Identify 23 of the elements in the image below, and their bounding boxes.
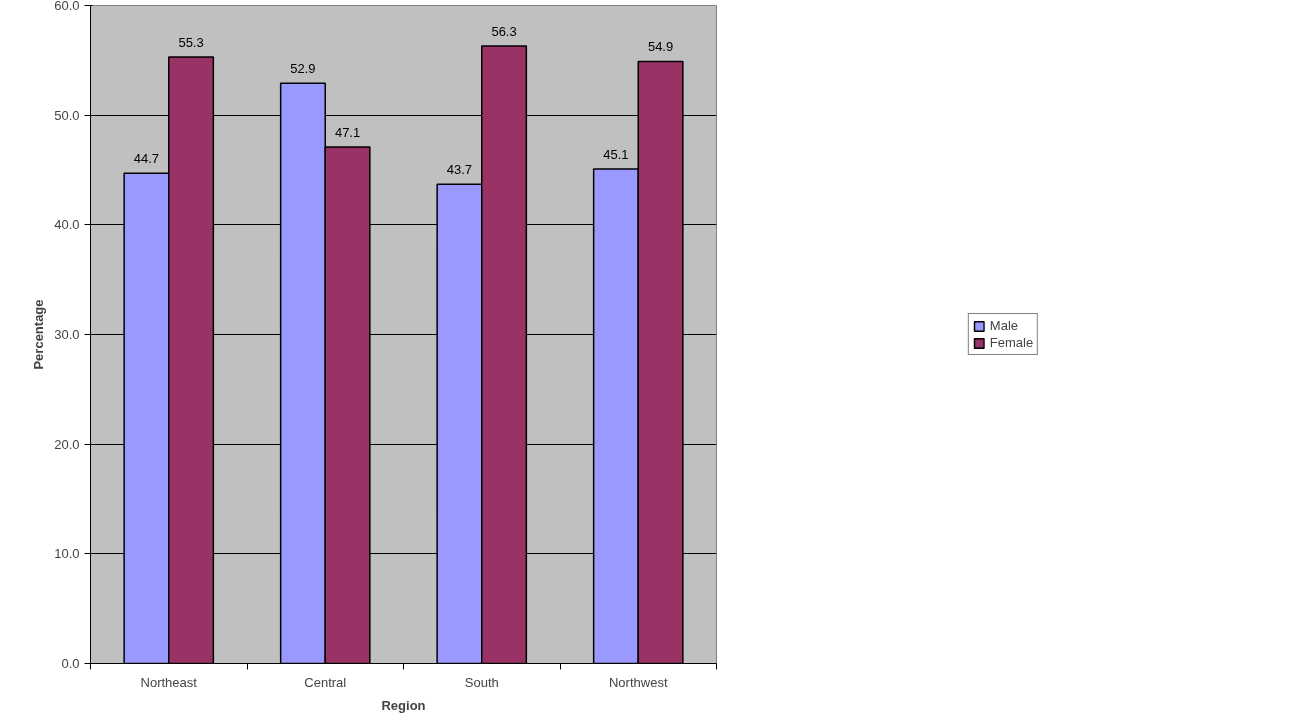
x-tick-label: Central [304, 674, 347, 690]
y-tick-label: 50.0 [54, 107, 80, 123]
x-axis-title: Region [381, 697, 426, 713]
x-tick-label: Northeast [140, 674, 198, 690]
x-tick-label: Northwest [608, 674, 668, 690]
data-label: 52.9 [290, 61, 316, 77]
y-tick-label: 30.0 [54, 327, 80, 342]
y-tick-label: 60.0 [54, 0, 80, 13]
data-label: 45.1 [603, 146, 629, 162]
data-label: 55.3 [178, 35, 204, 51]
legend-label: Male [989, 318, 1019, 333]
data-label: 47.1 [334, 124, 361, 140]
y-tick-label: 0.0 [61, 656, 80, 671]
data-label: 44.7 [133, 151, 160, 167]
legend-label: Female [989, 335, 1034, 350]
y-tick-label: 20.0 [54, 436, 80, 452]
data-label: 54.9 [647, 39, 674, 55]
y-tick-label: 40.0 [54, 217, 80, 233]
data-label: 56.3 [491, 24, 517, 40]
x-tick-label: South [464, 674, 499, 690]
y-axis-title: Percentage [31, 299, 47, 370]
data-label: 43.7 [446, 162, 473, 178]
y-tick-label: 10.0 [54, 546, 80, 562]
